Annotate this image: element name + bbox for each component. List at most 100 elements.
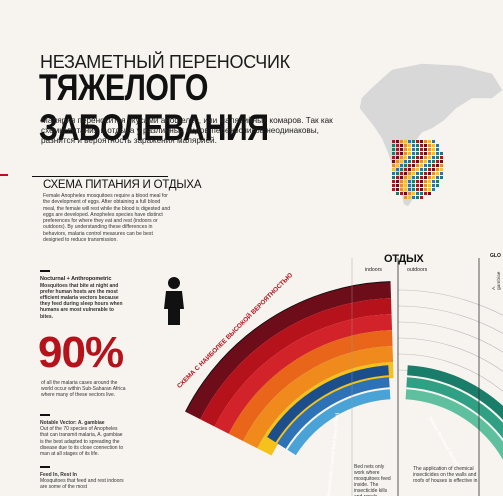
map-dot (396, 152, 399, 155)
map-dot (428, 164, 431, 167)
divider (0, 174, 8, 176)
ring-band (200, 298, 392, 427)
map-dot (408, 152, 411, 155)
map-dot (408, 172, 411, 175)
sidebar-rule-3 (40, 466, 50, 468)
species-label: A. gambiae (492, 271, 502, 290)
green-ring (406, 377, 503, 439)
map-dot (404, 164, 407, 167)
section-rule (32, 176, 168, 177)
map-dot (412, 160, 415, 163)
map-dot (400, 160, 403, 163)
map-dot (420, 188, 423, 191)
map-dot (428, 140, 431, 143)
map-dot (416, 140, 419, 143)
map-dot (412, 188, 415, 191)
map-dot (428, 172, 431, 175)
nocturnal-block: Nocturnal + Anthropometric Mosquitoes th… (40, 276, 128, 320)
map-dot (404, 168, 407, 171)
map-dot (412, 156, 415, 159)
green-ring (405, 389, 503, 461)
map-dot (424, 168, 427, 171)
map-dot (432, 140, 435, 143)
map-dot (424, 152, 427, 155)
feed-title: Feed In, Rest In (40, 472, 77, 478)
map-dot (432, 144, 435, 147)
map-dot (408, 160, 411, 163)
map-dot (432, 184, 435, 187)
map-dot (424, 184, 427, 187)
map-dot (392, 188, 395, 191)
map-dot (436, 152, 439, 155)
map-dot (424, 148, 427, 151)
guide-ring (397, 321, 503, 353)
map-dot (404, 156, 407, 159)
map-dot (412, 140, 415, 143)
map-dot (412, 176, 415, 179)
map-dot (416, 196, 419, 199)
green-ring (407, 365, 503, 421)
map-dot (428, 176, 431, 179)
map-dot (420, 196, 423, 199)
map-dot (416, 152, 419, 155)
map-dot (408, 168, 411, 171)
vector-text: Out of the 70 species of Anopheles that … (40, 426, 124, 458)
map-dot (408, 192, 411, 195)
map-dot (412, 152, 415, 155)
map-dot (416, 192, 419, 195)
map-dot (412, 168, 415, 171)
map-dot (420, 140, 423, 143)
map-dot (404, 140, 407, 143)
map-dot (432, 148, 435, 151)
map-dot (400, 172, 403, 175)
map-dot (440, 152, 443, 155)
map-dot (400, 164, 403, 167)
rings (185, 281, 503, 461)
map-dot (400, 180, 403, 183)
map-dot (416, 164, 419, 167)
map-dot (424, 192, 427, 195)
map-dot (420, 184, 423, 187)
map-dot (408, 148, 411, 151)
map-dot (392, 144, 395, 147)
map-dot (412, 196, 415, 199)
map-dot (416, 144, 419, 147)
map-dot (408, 164, 411, 167)
sidebar-rule-2 (40, 414, 50, 416)
ring-band (228, 330, 393, 442)
map-dot (420, 172, 423, 175)
map-dot (432, 160, 435, 163)
map-dot (396, 192, 399, 195)
map-dot (420, 192, 423, 195)
map-dot (440, 172, 443, 175)
map-dot (400, 144, 403, 147)
map-dot (408, 184, 411, 187)
map-dot (424, 180, 427, 183)
map-dot (404, 192, 407, 195)
section-title: СХЕМА ПИТАНИЯ И ОТДЫХА (43, 179, 202, 191)
map-dot (412, 144, 415, 147)
vector-block: Notable Vector: A. gambiae Out of the 70… (40, 420, 126, 457)
ring-band (214, 314, 393, 434)
map-dot (396, 148, 399, 151)
map-dot (420, 180, 423, 183)
map-dot (440, 176, 443, 179)
map-dot (432, 168, 435, 171)
map-dot (428, 144, 431, 147)
map-dot (400, 184, 403, 187)
blue-ring (277, 377, 390, 449)
map-dot (404, 188, 407, 191)
map-dot (396, 160, 399, 163)
ring-band (242, 346, 394, 449)
map-dot (408, 196, 411, 199)
map-dot (400, 156, 403, 159)
guide-ring (397, 305, 503, 334)
map-dot (400, 168, 403, 171)
map-dot (436, 148, 439, 151)
map-dot (392, 164, 395, 167)
map-dot (396, 140, 399, 143)
map-dot (436, 168, 439, 171)
legend-tag: GLO (490, 253, 501, 259)
map-dot (420, 148, 423, 151)
